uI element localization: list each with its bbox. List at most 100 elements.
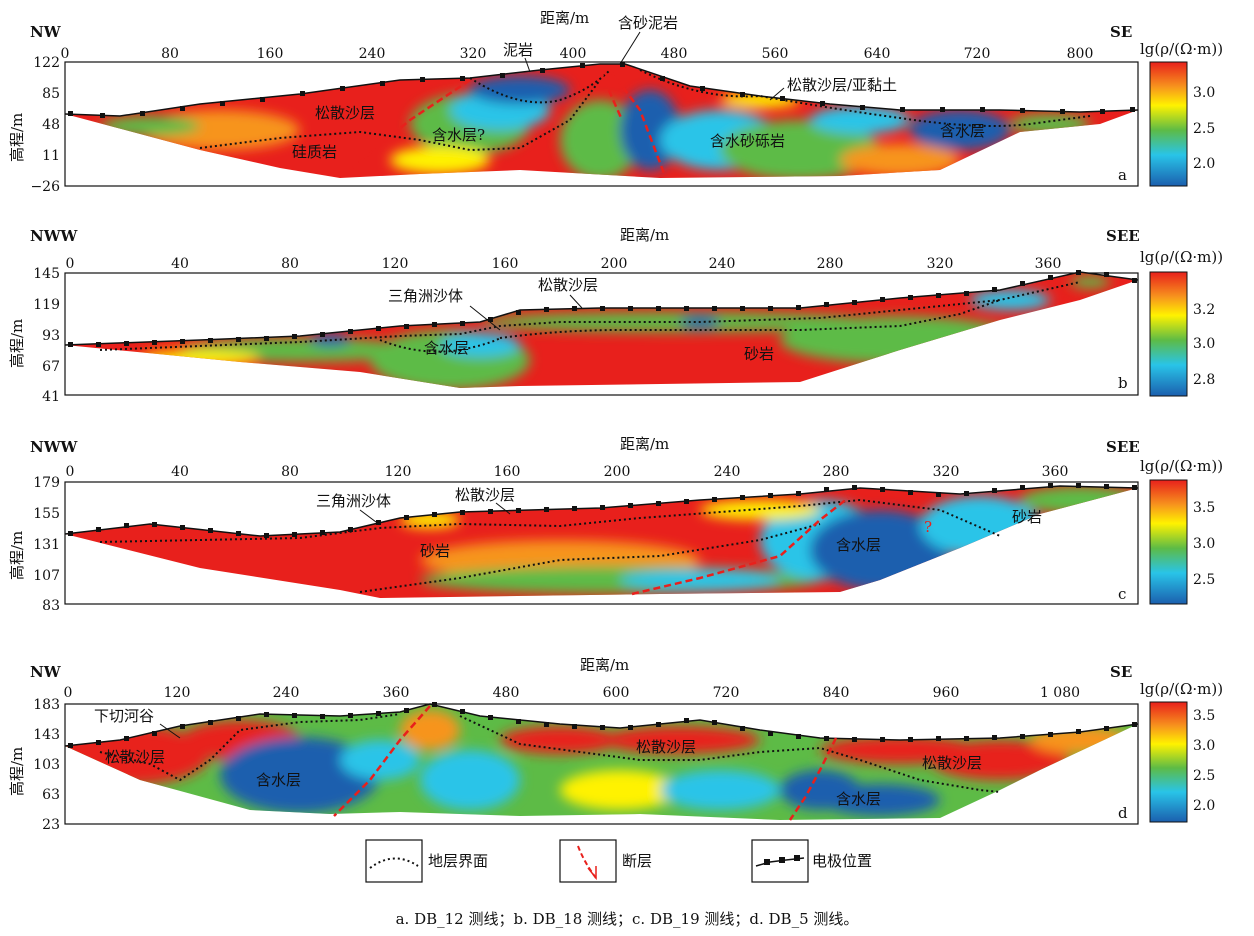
- panel-b-annotation: 松散沙层: [538, 276, 598, 294]
- y-tick: 85: [42, 86, 60, 102]
- panel-c-colorbar-ticks: 3.5 3.0 2.5: [1193, 500, 1215, 588]
- panel-b-colorbar-ticks: 3.2 3.0 2.8: [1193, 302, 1215, 388]
- panel-d-frame: [64, 703, 1139, 825]
- cb-tick: 3.0: [1193, 336, 1215, 352]
- x-tick: 640: [864, 46, 891, 62]
- panel-c-colorbar-title: lg(ρ/(Ω·m)): [1140, 457, 1223, 475]
- panel-d-annotation: 含水层: [256, 771, 301, 789]
- x-tick: 360: [383, 685, 410, 701]
- x-tick: 360: [1035, 256, 1062, 272]
- cb-tick: 2.5: [1193, 121, 1215, 137]
- panel-c-annotation: 砂岩: [420, 542, 450, 560]
- panel-b-ylabel: 高程/m: [8, 319, 26, 368]
- panel-d-x-ticks: 0 120 240 360 480 600 720 840 960 1 080: [64, 685, 1081, 701]
- panel-c-faults: [631, 497, 849, 596]
- x-tick: 160: [257, 46, 284, 62]
- cb-tick: 3.5: [1193, 708, 1215, 724]
- panel-c-electrodes: [68, 483, 1137, 538]
- panel-d-annotation: 松散沙层: [922, 754, 982, 772]
- y-tick: −26: [30, 179, 60, 195]
- x-tick: 720: [713, 685, 740, 701]
- panel-d-annotation: 松散沙层: [636, 738, 696, 756]
- legend-fault-label: 断层: [622, 852, 652, 870]
- panel-a: 松散沙层 含水层? 硅质岩 含水砂砾岩 含水层 含砂泥岩 泥岩 松散沙层/亚黏土…: [8, 9, 1223, 195]
- x-tick: 720: [964, 46, 991, 62]
- panel-d-faults: [333, 705, 838, 821]
- panel-b-right-dir: SEE: [1106, 227, 1140, 245]
- x-tick: 240: [273, 685, 300, 701]
- panel-a-letter: a: [1118, 166, 1127, 184]
- panel-a-faults: [349, 69, 667, 177]
- panel-d-colorbar-ticks: 3.5 3.0 2.5 2.0: [1193, 708, 1215, 814]
- x-tick: 0: [64, 685, 73, 701]
- legend-stratum: 地层界面: [365, 839, 488, 883]
- panel-a-annotation: 含砂泥岩: [618, 14, 678, 32]
- cb-tick: 3.5: [1193, 500, 1215, 516]
- panel-c-colorbar: [1149, 479, 1188, 605]
- y-tick: 119: [33, 297, 60, 313]
- cb-tick: 2.0: [1193, 798, 1215, 814]
- panel-b-colorbar: [1149, 271, 1188, 397]
- panel-a-right-dir: SE: [1110, 23, 1132, 41]
- x-tick: 960: [933, 685, 960, 701]
- panel-d-left-dir: NW: [30, 663, 62, 681]
- panel-c-x-ticks: 0 40 80 120 160 200 240 280 320 360: [66, 464, 1069, 480]
- panel-c-left-dir: NWW: [30, 438, 79, 456]
- x-tick: 160: [494, 464, 521, 480]
- panel-b-letter: b: [1118, 374, 1128, 392]
- x-tick: 280: [817, 256, 844, 272]
- panel-a-annotation: 含水层?: [432, 126, 485, 144]
- panel-a-annotation: 松散沙层: [315, 104, 375, 122]
- x-tick: 80: [281, 464, 299, 480]
- panel-d-ylabel: 高程/m: [8, 747, 26, 796]
- legend-fault-box: [559, 839, 617, 883]
- cb-tick: 2.8: [1193, 372, 1215, 388]
- panel-c-right-dir: SEE: [1106, 438, 1140, 456]
- x-tick: 200: [601, 256, 628, 272]
- panel-d-annotation: 松散沙层: [105, 748, 165, 766]
- x-tick: 240: [714, 464, 741, 480]
- panel-c-annotation: 松散沙层: [455, 486, 515, 504]
- panel-c-letter: c: [1118, 585, 1126, 603]
- x-tick: 240: [709, 256, 736, 272]
- x-tick: 80: [161, 46, 179, 62]
- y-tick: 155: [33, 506, 60, 522]
- y-tick: 145: [33, 266, 60, 282]
- cb-tick: 2.0: [1193, 156, 1215, 172]
- panel-b-colorbar-title: lg(ρ/(Ω·m)): [1140, 248, 1223, 266]
- panel-c-annotation: ?: [924, 518, 932, 536]
- y-tick: 179: [33, 475, 60, 491]
- cb-tick: 2.5: [1193, 572, 1215, 588]
- panel-a-section: [65, 64, 1138, 178]
- electrode-marker-icon: [764, 855, 800, 865]
- panel-d-electrodes: [68, 702, 1137, 748]
- panel-a-annotation: 松散沙层/亚黏土: [787, 76, 897, 94]
- y-tick: 63: [42, 787, 60, 803]
- panel-c-xlabel: 距离/m: [620, 435, 669, 453]
- y-tick: 122: [33, 55, 60, 71]
- panel-c-ylabel: 高程/m: [8, 531, 26, 580]
- y-tick: 11: [42, 148, 60, 164]
- legend-electrode-label: 电极位置: [812, 852, 872, 870]
- x-tick: 560: [762, 46, 789, 62]
- panel-b-annotation: 含水层: [424, 339, 469, 357]
- panel-d-annotation: 含水层: [836, 790, 881, 808]
- panel-c-strata: [99, 498, 1001, 593]
- panel-b-xlabel: 距离/m: [620, 226, 669, 244]
- panel-d-right-dir: SE: [1110, 663, 1132, 681]
- panel-a-annotation: 含水层: [940, 122, 985, 140]
- y-tick: 41: [42, 389, 60, 405]
- cb-tick: 3.2: [1193, 302, 1215, 318]
- legend-electrode: 电极位置: [751, 839, 872, 883]
- x-tick: 200: [604, 464, 631, 480]
- panel-a-frame: [64, 61, 1139, 187]
- panel-c-annotation: 砂岩: [1012, 508, 1042, 526]
- y-tick: 183: [33, 697, 60, 713]
- y-tick: 131: [33, 537, 60, 553]
- x-tick: 160: [492, 256, 519, 272]
- x-tick: 240: [359, 46, 386, 62]
- panel-a-annotation: 泥岩: [503, 41, 533, 59]
- panel-b: 含水层 砂岩 三角洲沙体 松散沙层 NWW SEE 距离/m 0 40 80 1…: [8, 226, 1223, 405]
- stratum-line-icon: [369, 857, 419, 869]
